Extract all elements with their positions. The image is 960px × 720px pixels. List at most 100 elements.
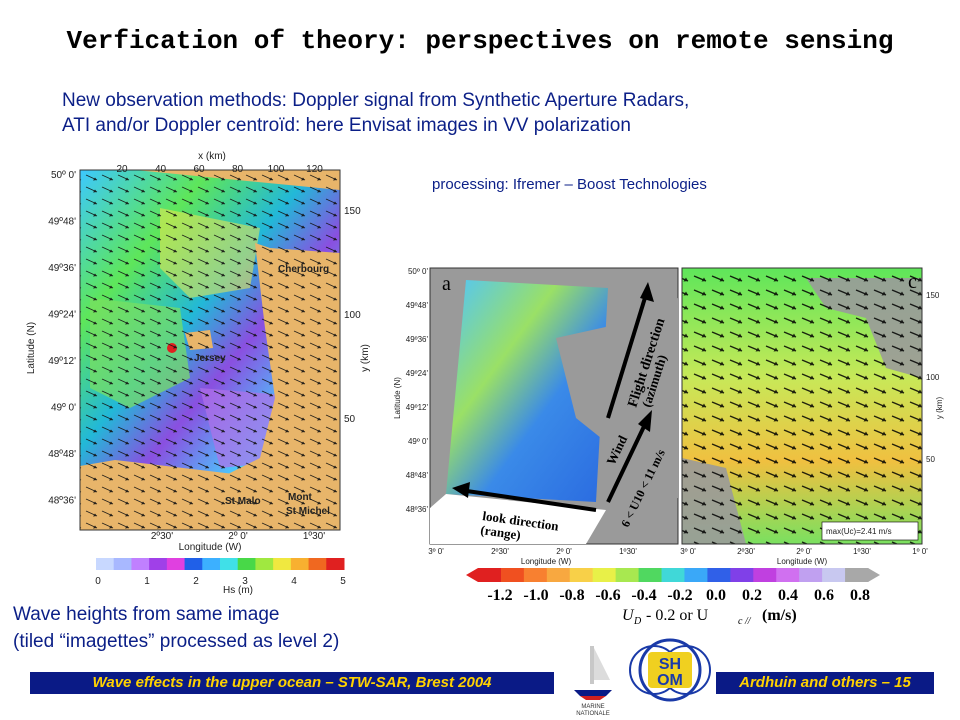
marine-logo-line1: MARINE [581, 704, 604, 710]
hs-colorbar-swatch [255, 558, 274, 570]
footer-right-banner: Ardhuin and others – 15 [716, 672, 934, 694]
hs-colorbar-swatch [326, 558, 345, 570]
velocity-colorbar-swatch [500, 568, 525, 582]
velocity-colorbar-swatch [638, 568, 663, 582]
lon-tick: 1º30' [303, 531, 325, 542]
caption-line-1: Wave heights from same image [13, 604, 280, 625]
hs-colorbar-swatch [273, 558, 292, 570]
panel-a-lon-tick: 1º30' [619, 547, 637, 556]
slide-title: Verfication of theory: perspectives on r… [66, 26, 894, 56]
caption: Wave heights from same image (tiled “ima… [13, 601, 339, 655]
hs-colorbar-swatch [308, 558, 327, 570]
panel-a-lat-tick: 50º 0' [408, 267, 428, 276]
hs-colorbar-swatch [290, 558, 310, 570]
lat-tick: 48º48' [48, 449, 76, 460]
panel-a-lat-tick: 49º48' [406, 301, 429, 310]
velocity-colorbar-swatch [615, 568, 640, 582]
panel-a-letter: a [442, 273, 451, 295]
velocity-colorbar-swatch [822, 568, 846, 582]
xkm-label: x (km) [198, 151, 226, 162]
lat-label: Latitude (N) [26, 322, 37, 374]
panel-c-lon-tick: 2º 0' [796, 547, 812, 556]
subtitle-line-2: ATI and/or Doppler centroïd: here Envisa… [62, 115, 631, 136]
hs-colorbar-tick: 3 [242, 576, 248, 587]
panel-c-ykm-label: y (km) [935, 397, 944, 420]
footer-left-banner: Wave effects in the upper ocean – STW-SA… [30, 672, 554, 694]
velocity-colorbar-swatch [730, 568, 754, 582]
max-uc-label: max(Uc)=2.41 m/s [826, 527, 892, 536]
hs-colorbar-swatch [220, 558, 239, 570]
marine-nationale-logo: MARINE NATIONALE [574, 646, 612, 717]
velocity-colorbar-tick: -0.8 [559, 587, 584, 604]
place-cherbourg: Cherbourg [278, 264, 329, 275]
hs-colorbar-tick: 5 [340, 576, 346, 587]
velocity-colorbar-swatch [478, 568, 502, 582]
panel-c-lon-label: Longitude (W) [777, 557, 828, 566]
velocity-colorbar-tick: 0.8 [850, 587, 870, 604]
panel-c-lon-tick: 1º 0' [912, 547, 928, 556]
panel-c-lon-tick: 3º 0' [680, 547, 696, 556]
velocity-label-unit: (m/s) [762, 607, 797, 624]
panel-a-lon-label: Longitude (W) [521, 557, 572, 566]
place-mont: Mont [288, 492, 313, 503]
xkm-tick: 80 [232, 164, 244, 175]
velocity-colorbar-swatch [845, 568, 869, 582]
velocity-colorbar-swatch [592, 568, 617, 582]
ykm-label: y (km) [360, 344, 371, 372]
velocity-label-d: D [633, 616, 642, 627]
velocity-colorbar-swatch [684, 568, 708, 582]
caption-line-2: (tiled “imagettes” processed as level 2) [13, 631, 340, 652]
velocity-colorbar-tick: -1.0 [523, 587, 548, 604]
velocity-colorbar-tick: 0.4 [778, 587, 798, 604]
velocity-colorbar-tick: 0.6 [814, 587, 834, 604]
velocity-label-mid: - 0.2 or U [646, 607, 709, 624]
panel-c-ykm-tick: 50 [926, 455, 935, 464]
ykm-tick: 100 [344, 310, 361, 321]
velocity-colorbar [466, 568, 880, 582]
hs-colorbar-swatch [166, 558, 186, 570]
lat-tick: 49º48' [48, 217, 76, 228]
slide-subtitle: New observation methods: Doppler signal … [62, 88, 689, 138]
lat-tick: 49º36' [48, 263, 76, 274]
hs-colorbar-swatch [184, 558, 203, 570]
panel-a-lat-tick: 49º36' [406, 335, 429, 344]
lon-tick: 2º 0' [228, 531, 248, 542]
panel-a-lon-tick: 2º30' [491, 547, 509, 556]
panel-c-lon-tick: 2º30' [737, 547, 755, 556]
doppler-figure: a 50º 0' 49º48' 49º36' 49º24' 49º12' 49º 0' 48… [393, 267, 944, 627]
processing-credit: processing: Ifremer – Boost Technologies [432, 176, 707, 193]
panel-c-ykm-tick: 150 [926, 291, 940, 300]
xkm-tick: 60 [193, 164, 205, 175]
marine-logo-line2: NATIONALE [576, 711, 610, 717]
panel-a-lat-tick: 48º48' [406, 471, 429, 480]
hs-colorbar-swatch [131, 558, 150, 570]
ykm-tick: 50 [344, 414, 356, 425]
velocity-colorbar-swatch [546, 568, 571, 582]
lat-tick: 50º 0' [51, 170, 76, 181]
velocity-colorbar-tick: -0.4 [631, 587, 656, 604]
lat-tick: 48º36' [48, 496, 76, 507]
lat-tick: 49º24' [48, 310, 76, 321]
xkm-tick: 120 [306, 164, 323, 175]
lat-tick: 49º 0' [51, 403, 76, 414]
velocity-colorbar-swatch [707, 568, 731, 582]
panel-a-lon-tick: 3º 0' [428, 547, 444, 556]
hs-colorbar-tick: 2 [193, 576, 199, 587]
panel-a-lon-tick: 2º 0' [556, 547, 572, 556]
hs-colorbar-tick: 0 [95, 576, 101, 587]
velocity-colorbar-swatch [569, 568, 594, 582]
panel-a-lat-label: Latitude (N) [393, 377, 402, 419]
panel-a-lat-tick: 49º12' [406, 403, 429, 412]
hs-colorbar-swatch [96, 558, 115, 570]
place-st-michel: St Michel [286, 506, 330, 517]
panel-a-lat-tick: 49º24' [406, 369, 429, 378]
shom-logo: SH OM [629, 638, 711, 702]
velocity-colorbar-tick: -0.2 [667, 587, 692, 604]
panel-a-lat-tick: 49º 0' [408, 437, 428, 446]
hs-colorbar-swatch [149, 558, 168, 570]
hs-colorbar-tick: 4 [291, 576, 297, 587]
xkm-tick: 40 [155, 164, 167, 175]
place-st-malo: St Malo [225, 496, 261, 507]
